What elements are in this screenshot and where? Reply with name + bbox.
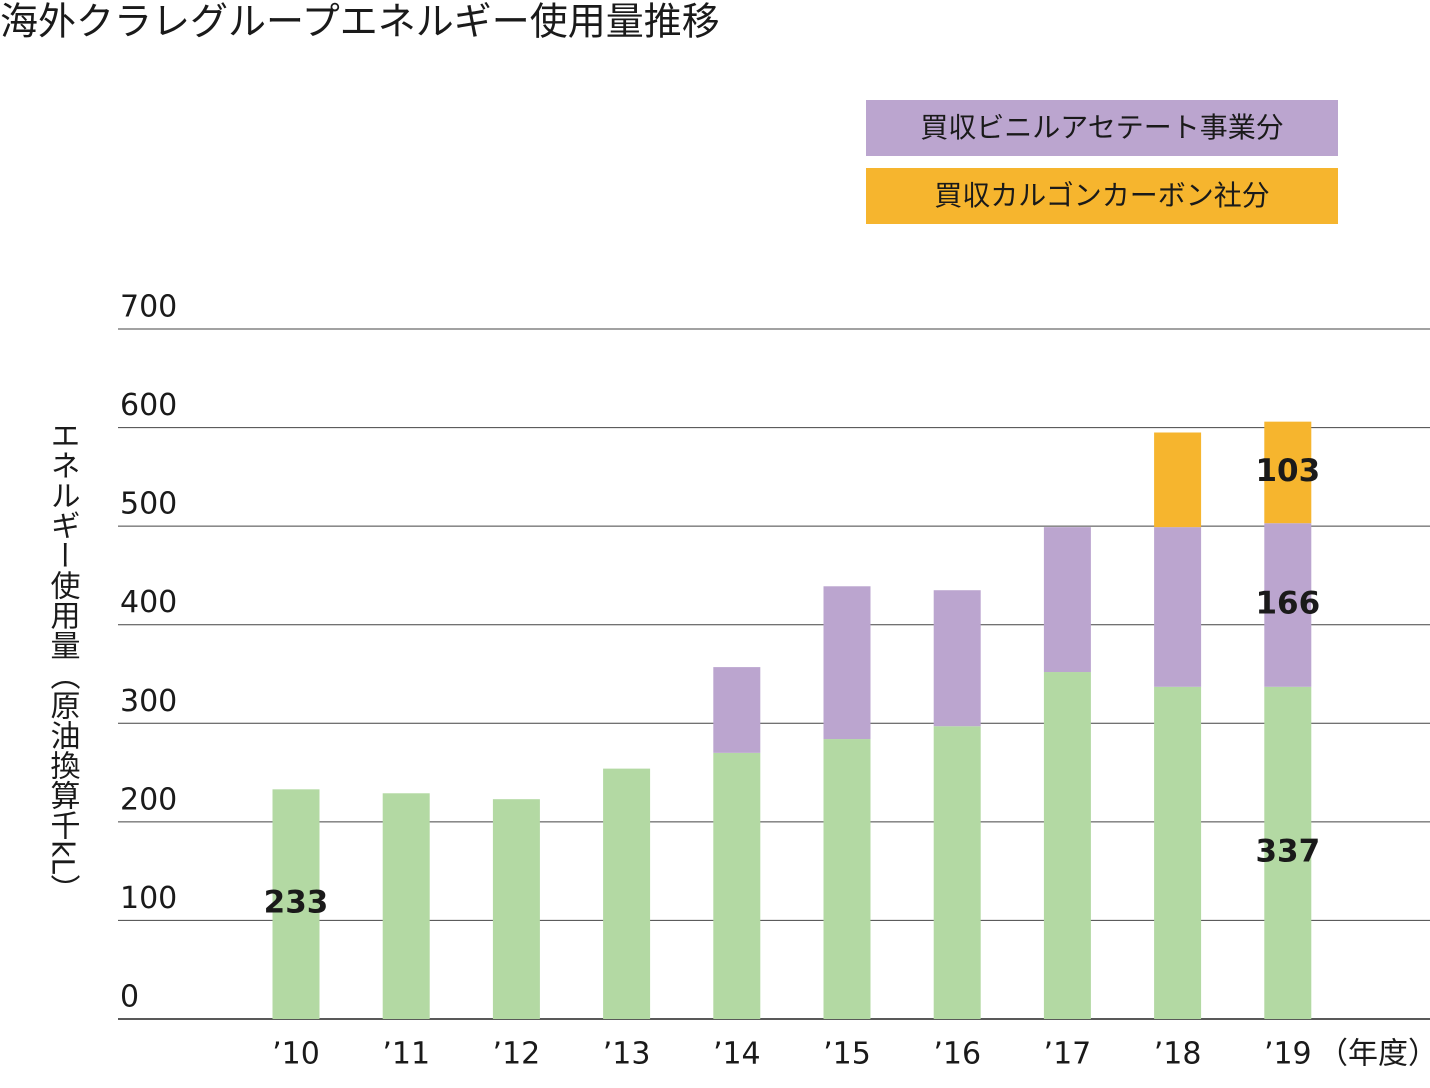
y-axis-label: エネルギー使用量（原油換算千kL）: [45, 420, 81, 904]
y-tick-label: 300: [120, 684, 177, 719]
legend-swatch: [866, 100, 1338, 156]
x-tick-label: ’19: [1264, 1037, 1312, 1072]
x-axis-label: （年度）: [1318, 1037, 1430, 1072]
bar-segment: [823, 586, 871, 740]
x-tick-label: ’11: [382, 1037, 430, 1072]
x-tick-label: ’13: [603, 1037, 651, 1072]
x-tick-label: ’15: [823, 1037, 871, 1072]
bar-segment: [1154, 432, 1202, 528]
bar-segment: [603, 768, 651, 1019]
bar-segment: [1154, 686, 1202, 1019]
data-label: 103: [1255, 453, 1320, 489]
chart-title: 海外クラレグループエネルギー使用量推移: [0, 0, 720, 44]
x-tick-label: ’17: [1044, 1037, 1092, 1072]
bar-segment: [933, 726, 981, 1019]
bar-segment: [1264, 523, 1312, 687]
legend-label: 買収ビニルアセテート事業分: [920, 111, 1283, 144]
y-tick-label: 600: [120, 388, 177, 423]
bar-segment: [823, 739, 871, 1019]
bar-segment: [1043, 672, 1091, 1019]
bar-segment: [713, 752, 761, 1019]
y-tick-label: 100: [120, 881, 177, 916]
data-label: 337: [1255, 833, 1320, 869]
bar-segment: [713, 667, 761, 753]
bar-segment: [272, 789, 320, 1019]
x-tick-label: ’10: [272, 1037, 320, 1072]
bar-segment: [1264, 421, 1312, 524]
y-tick-label: 200: [120, 782, 177, 817]
bar-segment: [933, 590, 981, 727]
y-tick-label: 0: [120, 980, 139, 1015]
x-tick-label: ’16: [933, 1037, 981, 1072]
x-tick-label: ’12: [493, 1037, 541, 1072]
x-tick-label: ’18: [1154, 1037, 1202, 1072]
bar-segment: [1043, 527, 1091, 673]
bar-segment: [492, 799, 540, 1019]
legend-label: 買収カルゴンカーボン社分: [934, 179, 1269, 212]
bar-segment: [1154, 527, 1202, 687]
y-tick-label: 500: [120, 487, 177, 522]
bar-segment: [382, 793, 430, 1019]
y-tick-label: 700: [120, 290, 177, 325]
y-tick-label: 400: [120, 585, 177, 620]
x-tick-label: ’14: [713, 1037, 761, 1072]
data-label: 233: [264, 885, 329, 921]
legend-swatch: [866, 168, 1338, 224]
data-label: 166: [1255, 586, 1320, 622]
bar-segment: [1264, 686, 1312, 1019]
